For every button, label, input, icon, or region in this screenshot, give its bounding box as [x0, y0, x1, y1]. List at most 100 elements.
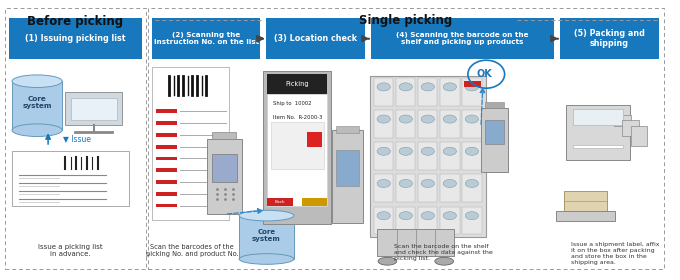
Ellipse shape — [465, 147, 479, 155]
FancyBboxPatch shape — [556, 211, 615, 221]
FancyBboxPatch shape — [564, 191, 607, 211]
Ellipse shape — [377, 147, 390, 155]
Text: ▼ Issue: ▼ Issue — [63, 134, 91, 143]
FancyBboxPatch shape — [440, 78, 460, 106]
Text: OK: OK — [477, 69, 492, 79]
FancyBboxPatch shape — [418, 78, 437, 106]
Text: (2) Scanning the
instruction No. on the list: (2) Scanning the instruction No. on the … — [154, 32, 259, 45]
Ellipse shape — [239, 254, 294, 264]
FancyBboxPatch shape — [560, 18, 658, 59]
FancyBboxPatch shape — [566, 105, 630, 160]
FancyBboxPatch shape — [267, 74, 327, 94]
FancyBboxPatch shape — [418, 174, 437, 202]
Text: Ship to  10002: Ship to 10002 — [273, 101, 311, 106]
FancyBboxPatch shape — [156, 204, 177, 207]
FancyBboxPatch shape — [152, 18, 260, 59]
FancyBboxPatch shape — [266, 18, 364, 59]
FancyBboxPatch shape — [271, 122, 324, 169]
FancyBboxPatch shape — [156, 109, 177, 113]
Text: Picking: Picking — [286, 81, 309, 87]
FancyBboxPatch shape — [418, 207, 437, 234]
Ellipse shape — [443, 147, 456, 155]
FancyBboxPatch shape — [9, 18, 142, 59]
FancyBboxPatch shape — [211, 154, 237, 182]
Ellipse shape — [465, 179, 479, 188]
FancyBboxPatch shape — [630, 126, 647, 146]
FancyBboxPatch shape — [462, 142, 481, 170]
FancyBboxPatch shape — [440, 110, 460, 138]
Ellipse shape — [377, 83, 390, 91]
FancyBboxPatch shape — [307, 132, 322, 147]
FancyBboxPatch shape — [374, 110, 394, 138]
Text: Single picking: Single picking — [360, 14, 453, 27]
Ellipse shape — [399, 147, 412, 155]
FancyBboxPatch shape — [336, 126, 358, 133]
FancyBboxPatch shape — [396, 110, 415, 138]
Text: Core
system: Core system — [252, 228, 281, 242]
Ellipse shape — [421, 212, 435, 220]
Text: (5) Packing and
shipping: (5) Packing and shipping — [574, 29, 645, 48]
Ellipse shape — [443, 212, 456, 220]
FancyBboxPatch shape — [462, 207, 481, 234]
FancyBboxPatch shape — [371, 18, 554, 59]
FancyBboxPatch shape — [156, 145, 177, 149]
FancyBboxPatch shape — [156, 192, 177, 196]
Ellipse shape — [465, 115, 479, 123]
Circle shape — [378, 257, 396, 265]
Text: (4) Scanning the barcode on the
shelf and picking up products: (4) Scanning the barcode on the shelf an… — [396, 32, 528, 45]
FancyBboxPatch shape — [336, 150, 358, 186]
FancyBboxPatch shape — [156, 157, 177, 160]
FancyBboxPatch shape — [462, 110, 481, 138]
FancyBboxPatch shape — [212, 132, 237, 139]
FancyBboxPatch shape — [396, 207, 415, 234]
FancyBboxPatch shape — [622, 120, 639, 136]
Ellipse shape — [239, 210, 294, 221]
FancyBboxPatch shape — [418, 110, 437, 138]
FancyBboxPatch shape — [263, 71, 331, 224]
Bar — [148, 8, 664, 269]
Bar — [5, 8, 146, 269]
Circle shape — [435, 257, 454, 265]
Text: Issue a shipment label, affix
it on the box after packing
and store the box in t: Issue a shipment label, affix it on the … — [571, 242, 660, 265]
Ellipse shape — [421, 147, 435, 155]
FancyBboxPatch shape — [481, 108, 507, 172]
FancyBboxPatch shape — [377, 229, 454, 256]
FancyBboxPatch shape — [239, 216, 294, 259]
FancyBboxPatch shape — [440, 174, 460, 202]
Ellipse shape — [377, 212, 390, 220]
FancyBboxPatch shape — [440, 207, 460, 234]
FancyBboxPatch shape — [615, 115, 631, 126]
FancyBboxPatch shape — [573, 145, 623, 148]
FancyBboxPatch shape — [440, 142, 460, 170]
Text: Core
system: Core system — [22, 96, 52, 109]
Ellipse shape — [399, 115, 412, 123]
Ellipse shape — [421, 115, 435, 123]
FancyBboxPatch shape — [156, 168, 177, 172]
FancyBboxPatch shape — [152, 67, 229, 220]
Text: Issue a picking list
in advance.: Issue a picking list in advance. — [38, 244, 103, 257]
FancyBboxPatch shape — [396, 174, 415, 202]
FancyBboxPatch shape — [207, 139, 242, 214]
FancyBboxPatch shape — [374, 78, 394, 106]
Ellipse shape — [421, 83, 435, 91]
FancyBboxPatch shape — [374, 207, 394, 234]
FancyBboxPatch shape — [65, 92, 122, 125]
FancyBboxPatch shape — [267, 198, 292, 206]
Text: (3) Location check: (3) Location check — [273, 34, 357, 43]
Text: Item No.  R-2000-3: Item No. R-2000-3 — [273, 115, 322, 120]
Text: Scan the barcode on the shelf
and check the data against the
picking list.: Scan the barcode on the shelf and check … — [394, 244, 493, 261]
FancyBboxPatch shape — [332, 130, 362, 223]
Text: (1) Issuing picking list: (1) Issuing picking list — [25, 34, 126, 43]
FancyBboxPatch shape — [396, 142, 415, 170]
FancyBboxPatch shape — [302, 198, 327, 206]
Text: Back: Back — [275, 200, 285, 204]
Ellipse shape — [443, 179, 456, 188]
FancyBboxPatch shape — [156, 121, 177, 125]
FancyBboxPatch shape — [267, 94, 327, 206]
FancyBboxPatch shape — [485, 120, 504, 144]
Ellipse shape — [377, 115, 390, 123]
FancyBboxPatch shape — [418, 142, 437, 170]
FancyBboxPatch shape — [374, 142, 394, 170]
FancyBboxPatch shape — [71, 98, 117, 120]
FancyBboxPatch shape — [370, 76, 486, 237]
